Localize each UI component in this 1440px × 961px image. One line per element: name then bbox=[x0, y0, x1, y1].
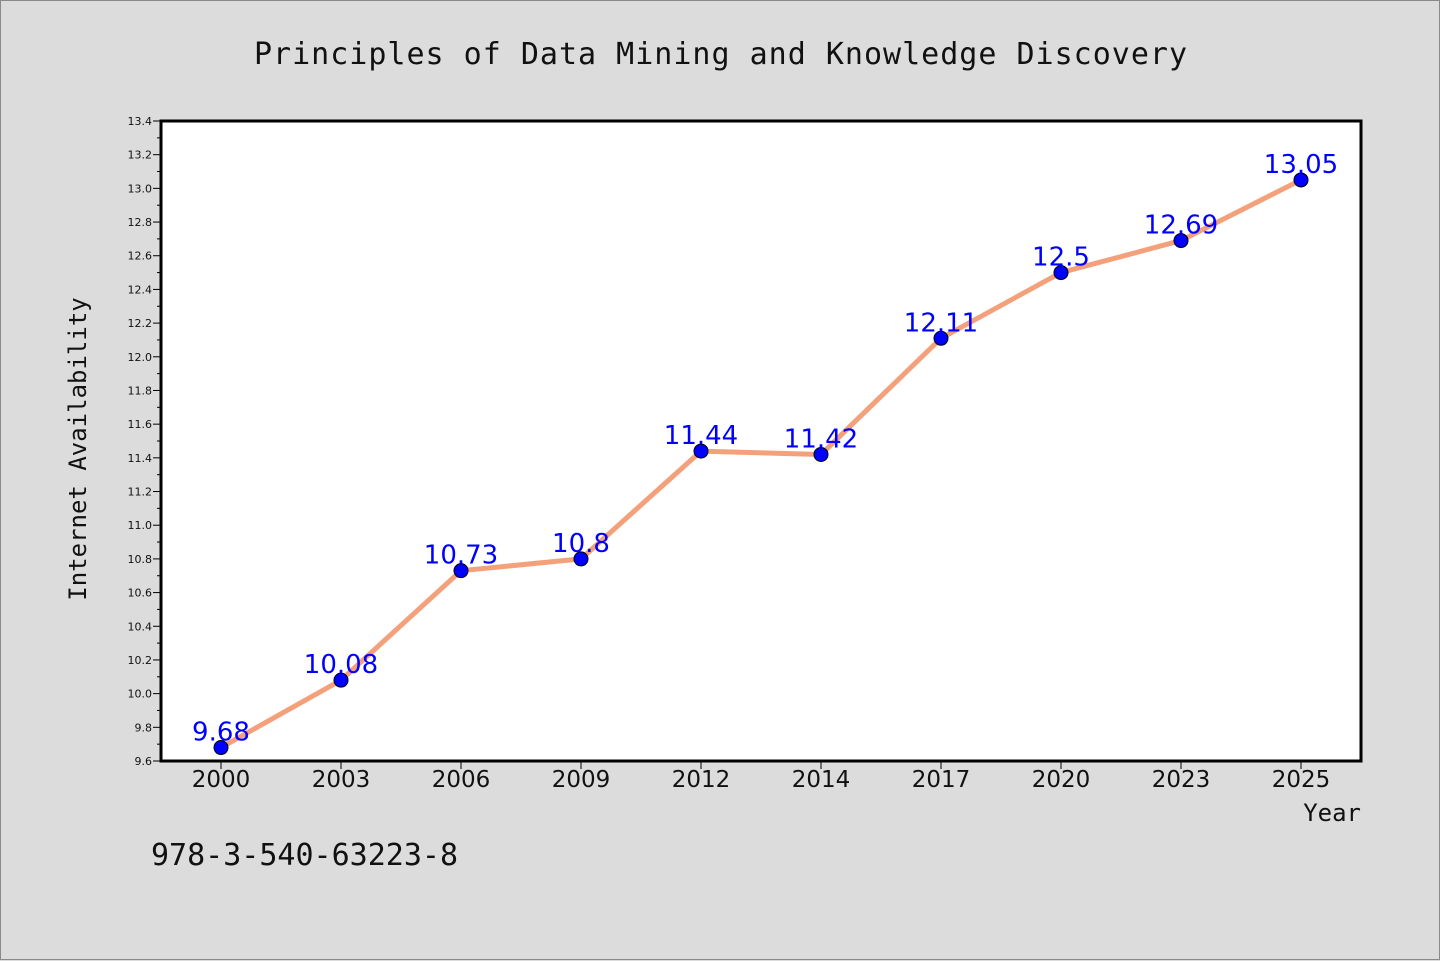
x-tick-label: 2009 bbox=[552, 767, 611, 793]
x-tick-label: 2003 bbox=[312, 767, 371, 793]
data-point bbox=[453, 563, 469, 579]
y-tick-label: 11.0 bbox=[128, 519, 153, 532]
y-tick-label: 12.2 bbox=[128, 317, 153, 330]
y-tick-label: 13.2 bbox=[128, 149, 153, 162]
data-label: 12.11 bbox=[904, 308, 978, 338]
data-point bbox=[333, 672, 349, 688]
x-axis-label: Year bbox=[1303, 799, 1361, 827]
x-tick-label: 2012 bbox=[672, 767, 731, 793]
plot-area bbox=[159, 119, 1363, 763]
y-tick-label: 12.0 bbox=[128, 351, 153, 364]
data-point bbox=[693, 443, 709, 459]
data-point bbox=[213, 740, 229, 756]
y-tick-label: 10.4 bbox=[128, 620, 153, 633]
series-line bbox=[219, 177, 1303, 750]
data-label: 12.69 bbox=[1144, 211, 1218, 241]
chart-title: Principles of Data Mining and Knowledge … bbox=[254, 37, 1188, 72]
y-tick-label: 11.2 bbox=[128, 486, 153, 499]
x-tick-label: 2014 bbox=[792, 767, 851, 793]
y-tick-label: 10.2 bbox=[128, 654, 153, 667]
y-tick-label: 13.0 bbox=[128, 182, 153, 195]
y-tick-label: 11.6 bbox=[128, 418, 153, 431]
x-tick-label: 2023 bbox=[1152, 767, 1211, 793]
data-label: 10.08 bbox=[304, 650, 378, 680]
footer-isbn: 978-3-540-63223-8 bbox=[151, 838, 458, 873]
data-label: 11.44 bbox=[664, 421, 738, 451]
y-tick-label: 10.6 bbox=[128, 587, 153, 600]
y-tick-label: 12.6 bbox=[128, 250, 153, 263]
data-label: 13.05 bbox=[1264, 150, 1338, 180]
y-tick-label: 10.8 bbox=[128, 553, 153, 566]
data-label: 12.5 bbox=[1032, 243, 1090, 273]
series-group: 9.68 10.08 10.73 10.8 11.44 11.42 12.11 12.5 12.… bbox=[192, 150, 1338, 756]
y-tick-label: 12.4 bbox=[128, 283, 153, 296]
x-tick-label: 2025 bbox=[1272, 767, 1331, 793]
y-tick-label: 13.4 bbox=[128, 115, 153, 128]
data-point bbox=[813, 446, 829, 462]
y-tick-label: 9.8 bbox=[135, 721, 153, 734]
y-tick-label: 10.0 bbox=[128, 688, 153, 701]
y-axis: 9.6 9.8 10.0 10.2 10.4 10.6 10.8 11.0 11.2 11.4 11… bbox=[128, 115, 161, 768]
data-label: 10.73 bbox=[424, 541, 498, 571]
data-point bbox=[1293, 172, 1309, 188]
data-point bbox=[1173, 233, 1189, 249]
x-tick-label: 2006 bbox=[432, 767, 491, 793]
data-label: 10.8 bbox=[552, 529, 610, 559]
x-tick-label: 2020 bbox=[1032, 767, 1091, 793]
x-tick-label: 2017 bbox=[912, 767, 971, 793]
y-axis-label: Internet Availability bbox=[64, 297, 92, 600]
data-label: 11.42 bbox=[784, 424, 858, 454]
y-tick-label: 9.6 bbox=[135, 755, 153, 768]
x-tick-label: 2000 bbox=[192, 767, 251, 793]
data-point bbox=[1053, 265, 1069, 281]
y-tick-label: 12.8 bbox=[128, 216, 153, 229]
data-point bbox=[933, 330, 949, 346]
data-label: 9.68 bbox=[192, 718, 250, 748]
y-tick-label: 11.8 bbox=[128, 384, 153, 397]
y-tick-label: 11.4 bbox=[128, 452, 153, 465]
data-point bbox=[573, 551, 589, 567]
x-axis: 2000 2003 2006 2009 2012 2014 2017 2020 2023 2025 bbox=[192, 761, 1331, 793]
